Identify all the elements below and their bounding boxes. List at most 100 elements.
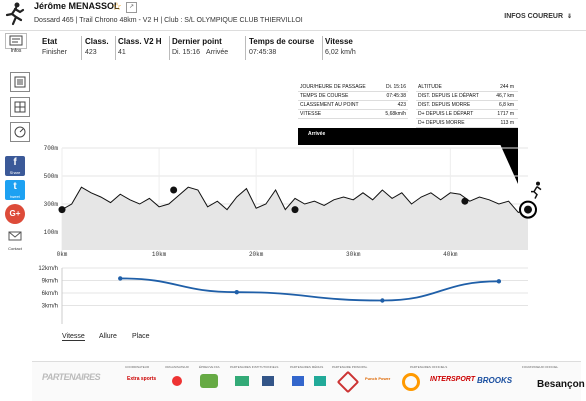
stat-divider xyxy=(245,36,246,60)
info-card-icon xyxy=(9,35,23,46)
tooltip-label: DIST. DEPUIS LE DÉPART xyxy=(418,93,479,99)
facebook-share-label: Share xyxy=(9,170,21,175)
y-tick-label: 300m xyxy=(44,201,59,208)
checkpoint-name: Arrivée xyxy=(308,131,326,137)
checkpoint-marker[interactable] xyxy=(461,197,469,205)
partner-category: PARTENAIRES OFFICIELS xyxy=(410,365,448,369)
x-tick-label: 30km xyxy=(346,251,361,258)
tooltip-separator xyxy=(416,127,518,128)
partner-logo-media1[interactable] xyxy=(292,376,304,386)
runner-header: Jérôme MENASSOL ☆ ↗ Dossard 465 | Trail … xyxy=(0,0,586,31)
partner-category: PARTENAIRES MÉDIAS xyxy=(290,365,324,369)
stat-divider xyxy=(81,36,82,60)
checkpoint-marker[interactable] xyxy=(291,206,299,214)
checkpoint-tooltip: JOUR/HEURE DE PASSAGE Di. 15:16 TEMPS DE C… xyxy=(298,83,518,135)
elevation-chart[interactable]: 700m 500m 300m 100m 0km 10km 20km 30km 40km xyxy=(0,140,586,265)
tooltip-separator xyxy=(416,118,518,119)
partner-logo-intersport[interactable]: INTERSPORT xyxy=(430,376,475,383)
stat-etat: Etat Finisher xyxy=(42,37,67,56)
stat-label: Class. V2 H xyxy=(118,37,162,46)
speed-point[interactable] xyxy=(380,298,385,303)
compass-view-button[interactable] xyxy=(10,122,30,142)
runner-icon xyxy=(5,2,25,26)
partner-logo-red[interactable] xyxy=(172,376,182,386)
partner-logo-ring[interactable] xyxy=(402,373,420,391)
tab-vitesse[interactable]: Vitesse xyxy=(62,333,85,341)
google-plus-share-button[interactable]: G+ xyxy=(5,204,25,224)
info-button[interactable] xyxy=(5,33,27,49)
partner-category: PARTENAIRES INSTITUTIONNELS xyxy=(230,365,279,369)
stat-label: Etat xyxy=(42,37,58,46)
checkpoint-tooltip-footer: Arrivée xyxy=(298,128,518,145)
partner-logo-punch[interactable]: Punch Power xyxy=(365,376,391,381)
twitter-share-button[interactable]: t tweet xyxy=(5,180,25,200)
stat-divider xyxy=(169,36,170,60)
y-tick-label: 500m xyxy=(44,173,59,180)
speed-chart[interactable]: 12km/h 9km/h 6km/h 3km/h xyxy=(0,262,586,328)
stat-value-point: Arrivée xyxy=(206,49,229,56)
checkpoint-marker[interactable] xyxy=(170,186,178,194)
facebook-share-button[interactable]: f Share xyxy=(5,156,25,176)
tab-place[interactable]: Place xyxy=(132,333,150,340)
stat-label: Dernier point xyxy=(172,37,222,46)
tooltip-separator xyxy=(416,91,518,92)
x-tick-label: 10km xyxy=(152,251,167,258)
stat-value: Di. 15:16 xyxy=(172,49,201,56)
facebook-icon: f xyxy=(13,157,17,168)
y-tick-label: 3km/h xyxy=(42,304,58,310)
y-tick-label: 9km/h xyxy=(42,279,58,285)
infos-coureur-button[interactable]: INFOS COUREUR ⇓ xyxy=(504,13,572,20)
partner-logo-region[interactable] xyxy=(262,376,274,386)
speed-line xyxy=(120,277,499,302)
stat-vitesse: Vitesse 6,02 km/h xyxy=(325,37,356,56)
tooltip-label: ALTITUDE xyxy=(418,84,442,90)
speed-point[interactable] xyxy=(234,289,239,295)
checkpoint-marker[interactable] xyxy=(58,206,66,214)
checkpoint-marker[interactable] xyxy=(524,205,532,214)
partner-logo-doubs[interactable] xyxy=(235,376,249,386)
stat-value: 07:45:38 xyxy=(249,49,277,56)
list-icon xyxy=(14,76,26,88)
tooltip-separator xyxy=(298,100,408,101)
stat-dernier-point: Dernier point Di. 15:16 Arrivée xyxy=(172,37,228,56)
partner-logo-ffa[interactable] xyxy=(200,374,218,388)
mail-icon xyxy=(8,231,22,241)
tooltip-separator xyxy=(298,118,408,119)
twitter-icon: t xyxy=(13,181,17,192)
info-label: Infos xyxy=(10,48,22,54)
tooltip-separator xyxy=(416,109,518,110)
share-icon[interactable]: ↗ xyxy=(126,2,137,13)
partner-category: COORDINATEUR xyxy=(125,365,150,369)
stat-value: 6,02 km/h xyxy=(325,49,356,56)
google-plus-icon: G+ xyxy=(9,209,21,218)
table-view-button[interactable] xyxy=(10,97,30,117)
speed-point[interactable] xyxy=(118,276,123,281)
x-tick-label: 40km xyxy=(443,251,458,258)
partner-logo-principal[interactable] xyxy=(336,370,360,394)
tooltip-label: D+ DEPUIS MORRE xyxy=(418,120,465,126)
stat-divider xyxy=(115,36,116,60)
tooltip-value: 07:45:38 xyxy=(386,93,406,99)
partner-logo-brooks[interactable]: BROOKS xyxy=(477,376,513,385)
list-view-button[interactable] xyxy=(10,72,30,92)
tab-allure[interactable]: Allure xyxy=(99,333,117,340)
tooltip-value: 1717 m xyxy=(497,111,514,117)
tooltip-separator xyxy=(298,91,408,92)
contact-button[interactable]: Contact xyxy=(5,228,25,251)
tooltip-label: D+ DEPUIS LE DÉPART xyxy=(418,111,474,117)
stat-label: Vitesse xyxy=(325,37,353,46)
tooltip-value: 6,8 km xyxy=(498,102,514,108)
partner-logo-besancon[interactable]: Besançon xyxy=(537,379,585,390)
favorite-star-icon[interactable]: ☆ xyxy=(112,1,122,13)
compass-icon xyxy=(14,126,26,138)
partner-category: FOURNISSEUR OFFICIEL xyxy=(522,365,559,369)
partner-logo-extrasports[interactable]: Extra sports xyxy=(127,376,157,382)
partner-category: ÉPREUVE FFA xyxy=(199,365,220,369)
y-tick-label: 700m xyxy=(44,145,59,152)
stat-divider xyxy=(322,36,323,60)
partner-logo-media2[interactable] xyxy=(314,376,326,386)
tooltip-label: DIST. DEPUIS MORRE xyxy=(418,102,471,108)
stat-value: 423 xyxy=(85,49,97,56)
partners-title: PARTENAIRES xyxy=(42,372,101,382)
speed-point[interactable] xyxy=(496,279,502,284)
